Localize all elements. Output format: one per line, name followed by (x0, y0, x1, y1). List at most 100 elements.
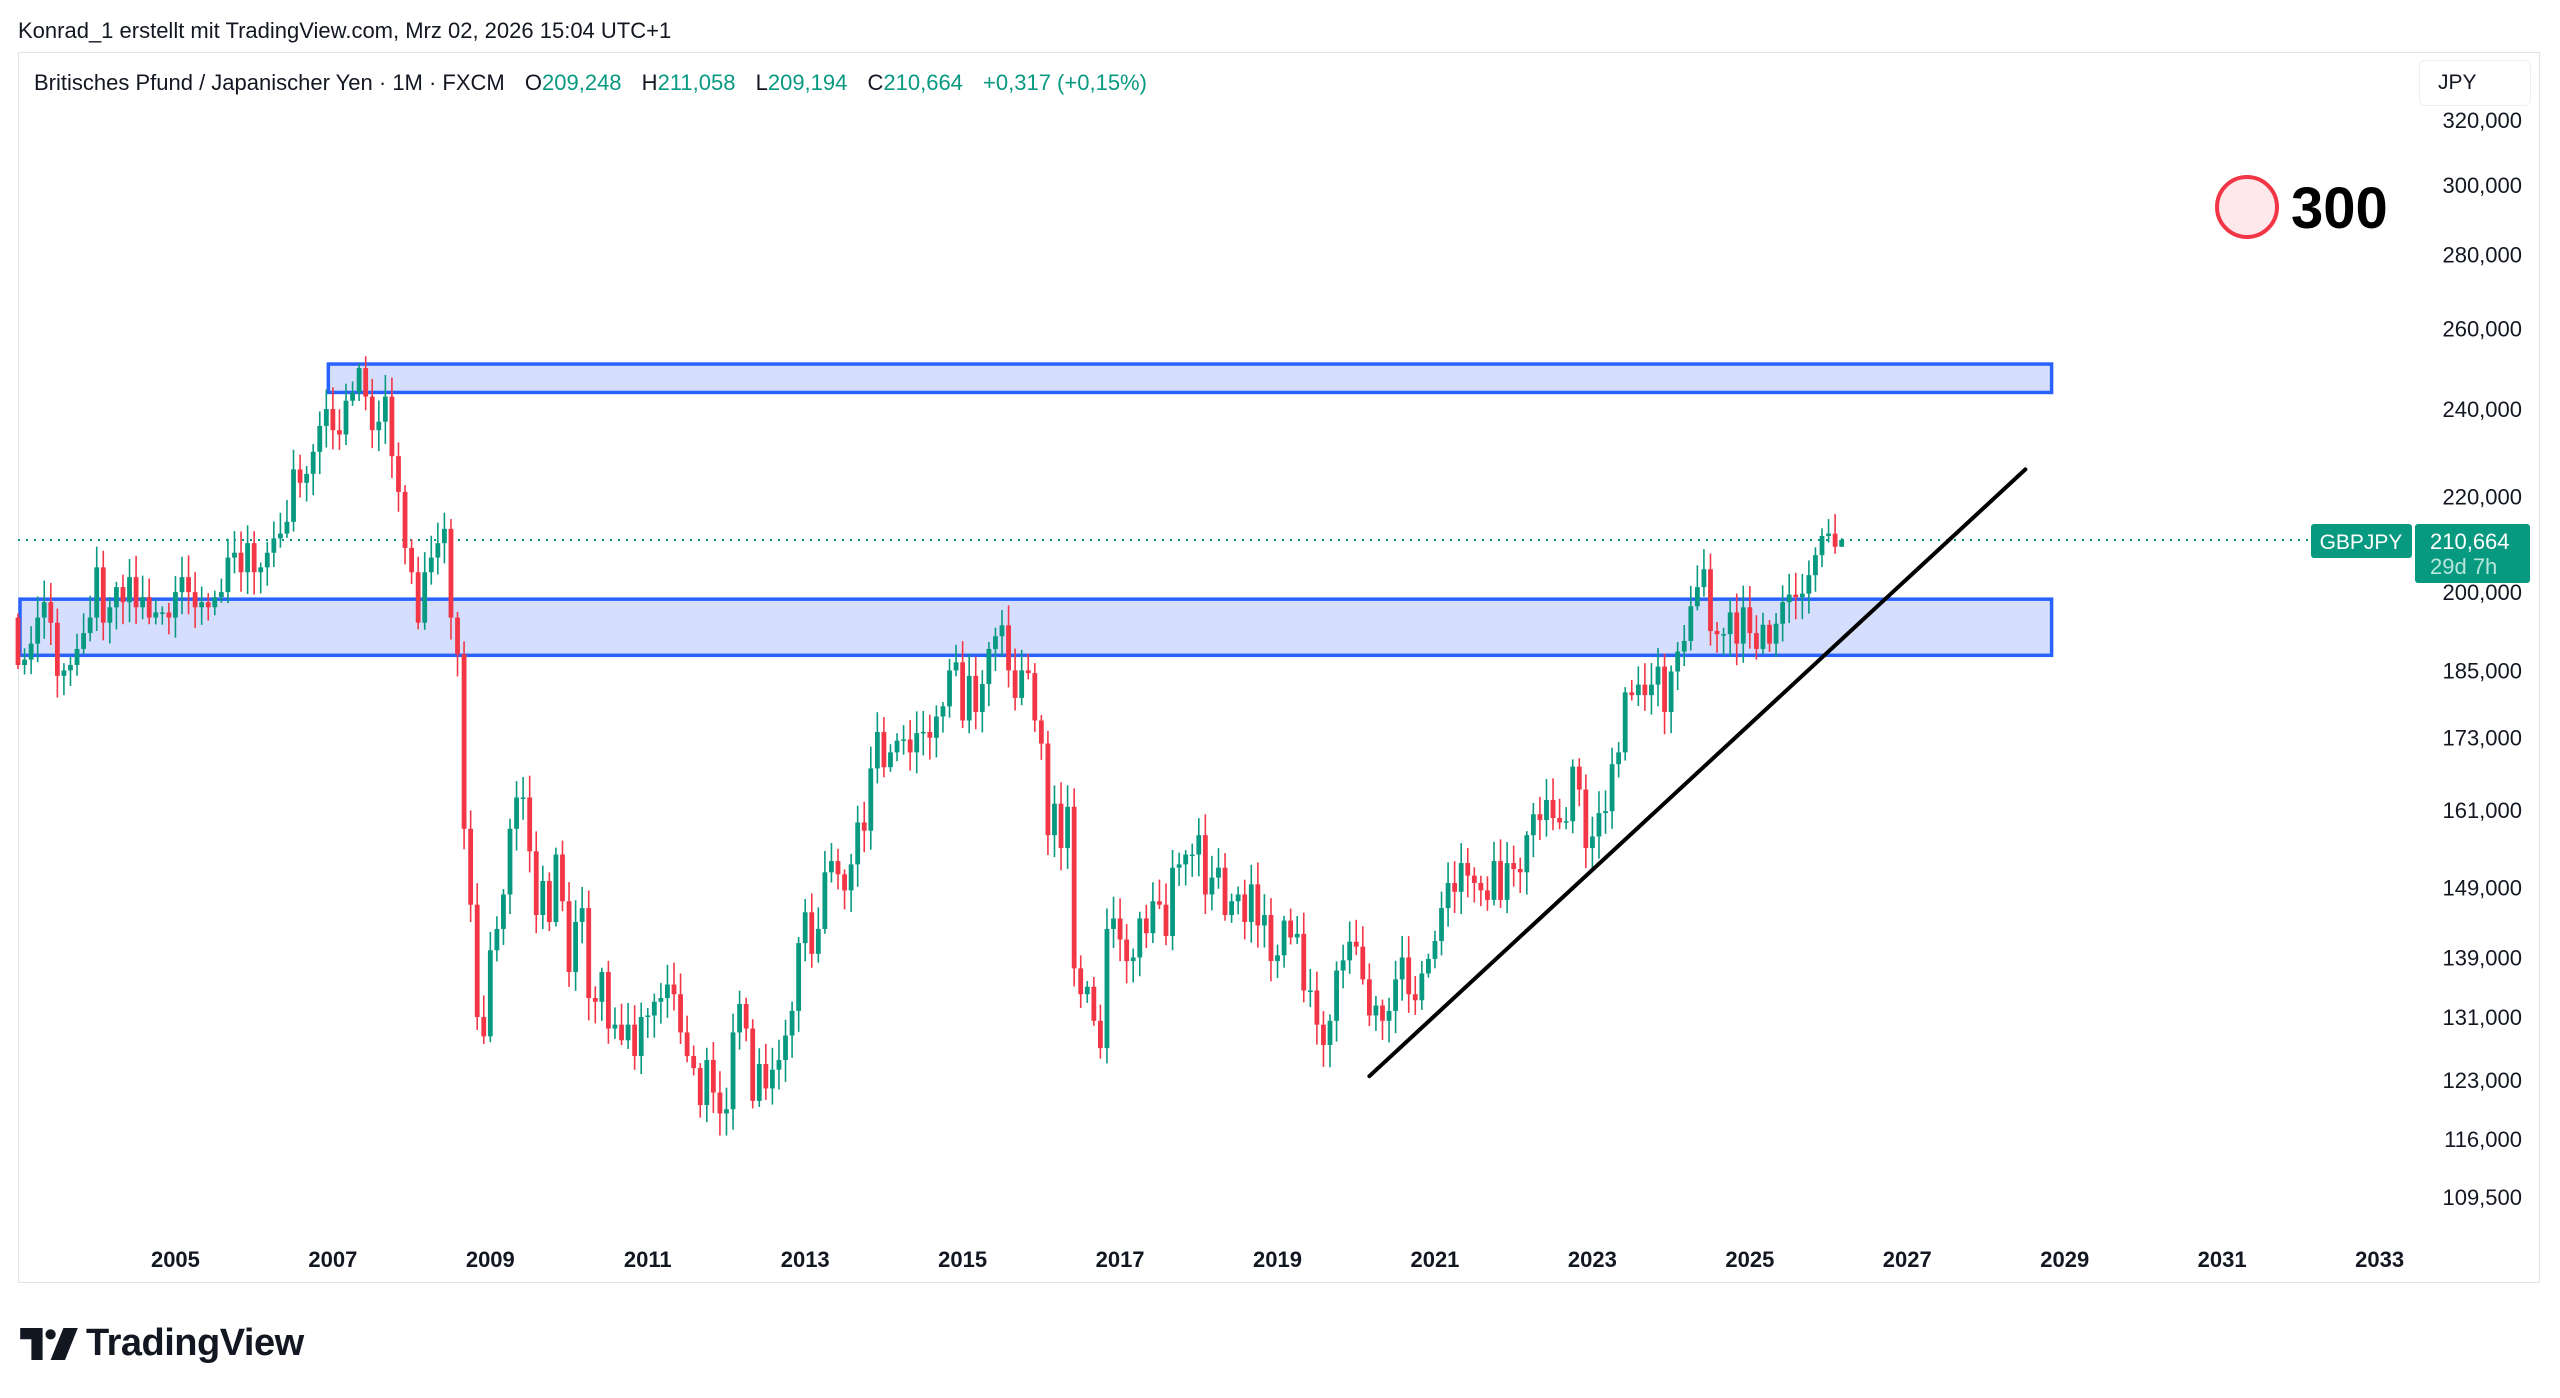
candle[interactable] (1570, 759, 1576, 834)
candle[interactable] (264, 542, 270, 586)
candle[interactable] (776, 1039, 782, 1090)
candle[interactable] (1517, 857, 1523, 894)
candle[interactable] (1655, 647, 1661, 707)
candle[interactable] (1301, 912, 1307, 1003)
candle[interactable] (822, 850, 828, 934)
price-zone-1[interactable] (326, 362, 2054, 395)
candle[interactable] (448, 519, 454, 640)
candle[interactable] (1471, 867, 1477, 903)
candle[interactable] (1353, 919, 1359, 956)
candle[interactable] (166, 602, 172, 635)
candle[interactable] (455, 611, 460, 677)
candle[interactable] (809, 893, 815, 968)
candle[interactable] (245, 525, 250, 594)
candle[interactable] (1603, 790, 1608, 834)
candle[interactable] (934, 705, 939, 758)
candle[interactable] (1799, 573, 1805, 620)
candle[interactable] (15, 613, 21, 670)
candle[interactable] (1143, 904, 1149, 949)
candle[interactable] (1235, 886, 1241, 915)
candle[interactable] (507, 818, 513, 915)
candle[interactable] (120, 574, 126, 625)
candle[interactable] (1714, 621, 1720, 653)
candle[interactable] (1058, 782, 1064, 871)
candle[interactable] (1216, 848, 1221, 889)
candle[interactable] (756, 1048, 762, 1107)
candle[interactable] (468, 810, 474, 923)
candle[interactable] (428, 535, 434, 585)
candle[interactable] (1019, 649, 1025, 706)
candle[interactable] (625, 1002, 631, 1049)
candle[interactable] (1544, 778, 1549, 837)
candle[interactable] (173, 576, 178, 638)
candle[interactable] (1485, 876, 1490, 911)
candle[interactable] (225, 538, 231, 604)
candle[interactable] (1111, 896, 1116, 949)
candle[interactable] (1170, 849, 1175, 951)
candle[interactable] (632, 1005, 638, 1070)
candle[interactable] (842, 869, 847, 910)
candle[interactable] (730, 1013, 736, 1130)
candle[interactable] (1157, 879, 1162, 910)
candle[interactable] (1668, 665, 1674, 734)
candle[interactable] (54, 608, 60, 698)
candle[interactable] (1635, 666, 1641, 706)
candle[interactable] (369, 378, 375, 449)
candle[interactable] (763, 1043, 769, 1100)
candle[interactable] (1327, 1014, 1333, 1068)
candle[interactable] (1117, 898, 1123, 962)
candle[interactable] (1583, 774, 1589, 869)
candle[interactable] (350, 381, 355, 406)
candle[interactable] (1452, 861, 1458, 913)
candle[interactable] (487, 931, 493, 1043)
candle[interactable] (1150, 882, 1156, 944)
candle[interactable] (409, 539, 414, 585)
candle[interactable] (1176, 852, 1182, 887)
candle[interactable] (520, 776, 526, 820)
candle[interactable] (107, 597, 113, 644)
candle[interactable] (1701, 549, 1707, 597)
candle[interactable] (586, 890, 592, 1021)
candle[interactable] (1747, 586, 1753, 649)
candle[interactable] (1196, 818, 1202, 877)
candle[interactable] (205, 593, 211, 621)
candle[interactable] (940, 702, 946, 733)
candle[interactable] (1432, 930, 1438, 969)
time-axis[interactable]: 2005 2007 2009 2011 2013 2015 2017 2019 2021 2023… (151, 1247, 2404, 1272)
candle[interactable] (1793, 572, 1799, 620)
candle[interactable] (1222, 853, 1228, 921)
candle[interactable] (94, 546, 100, 631)
candle[interactable] (960, 641, 966, 729)
candle[interactable] (1130, 948, 1136, 983)
candle[interactable] (947, 658, 952, 718)
candle[interactable] (1124, 924, 1130, 984)
candle[interactable] (1662, 653, 1667, 735)
candle[interactable] (48, 582, 54, 646)
candle[interactable] (1032, 663, 1038, 733)
candle[interactable] (606, 960, 611, 1044)
candle[interactable] (1786, 573, 1792, 624)
candle[interactable] (218, 578, 224, 603)
candle[interactable] (881, 717, 887, 778)
candle[interactable] (546, 872, 552, 932)
candle[interactable] (815, 907, 821, 963)
candle[interactable] (1740, 585, 1746, 663)
candle[interactable] (1609, 747, 1615, 829)
price-zone-2[interactable] (18, 597, 2054, 658)
candle[interactable] (179, 556, 185, 615)
candle[interactable] (1071, 788, 1077, 987)
candle[interactable] (278, 512, 283, 548)
candle[interactable] (1675, 642, 1681, 691)
candle[interactable] (1530, 802, 1536, 858)
candle[interactable] (829, 843, 834, 883)
candle[interactable] (1321, 1011, 1326, 1067)
candle[interactable] (907, 720, 913, 771)
candle[interactable] (238, 531, 244, 592)
candle[interactable] (1025, 654, 1031, 680)
candle[interactable] (1629, 679, 1635, 701)
candle[interactable] (1721, 627, 1726, 656)
candle[interactable] (461, 641, 467, 850)
candle[interactable] (678, 973, 683, 1044)
candle[interactable] (540, 865, 546, 930)
candle[interactable] (382, 374, 388, 444)
